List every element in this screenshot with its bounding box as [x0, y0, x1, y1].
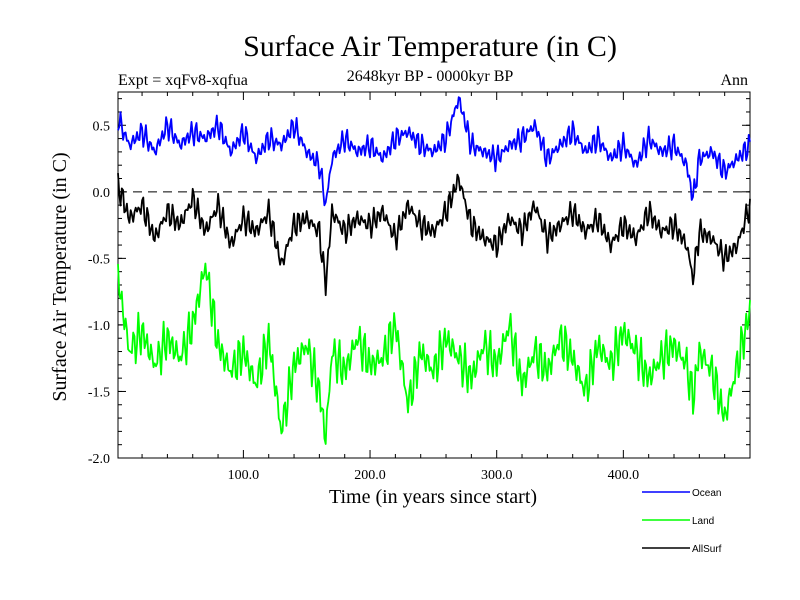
series-line-allsurf	[117, 173, 751, 297]
series-line-land	[117, 262, 751, 445]
legend-label-land: Land	[692, 516, 714, 527]
y-tick-label: -0.5	[88, 252, 110, 267]
y-tick-label: -2.0	[88, 452, 110, 467]
legend-label-ocean: Ocean	[692, 488, 721, 499]
legend-label-allsurf: AllSurf	[692, 544, 722, 555]
y-axis-label: Surface Air Temperature (in C)	[49, 152, 71, 401]
x-tick-label: 400.0	[608, 468, 640, 483]
x-axis-label: Time (in years since start)	[329, 486, 537, 508]
x-tick-label: 100.0	[228, 468, 260, 483]
chart-title: Surface Air Temperature (in C)	[243, 30, 617, 63]
experiment-label: Expt = xqFv8-xqfua	[118, 72, 248, 89]
y-tick-label: -1.0	[88, 319, 110, 334]
x-tick-label: 200.0	[354, 468, 386, 483]
season-label: Ann	[720, 72, 748, 89]
y-tick-label: -1.5	[88, 385, 110, 400]
y-tick-label: 0.5	[93, 119, 111, 134]
x-tick-label: 300.0	[481, 468, 513, 483]
period-label: 2648kyr BP - 0000kyr BP	[347, 68, 514, 85]
y-tick-label: 0.0	[93, 186, 111, 201]
series-line-ocean	[117, 96, 751, 207]
